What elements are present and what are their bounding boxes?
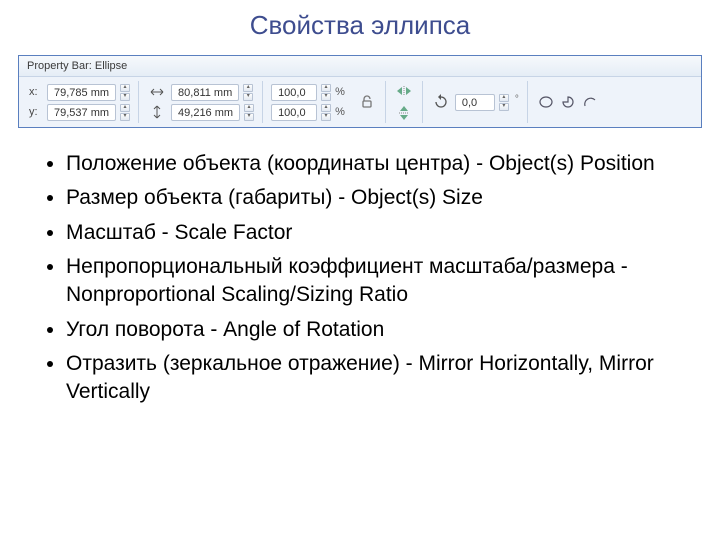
height-spinner[interactable]: ▴▾ <box>244 104 254 121</box>
separator <box>422 81 423 123</box>
scale-group: 100,0 ▴▾ % 100,0 ▴▾ % <box>265 79 351 125</box>
pie-icon[interactable] <box>558 92 578 112</box>
separator <box>385 81 386 123</box>
property-bar: Property Bar: Ellipse x: 79,785 mm ▴▾ y:… <box>18 55 702 128</box>
height-arrows-icon <box>147 102 167 122</box>
width-arrows-icon <box>147 82 167 102</box>
percent-label: % <box>335 86 345 98</box>
page-title: Свойства эллипса <box>0 10 720 41</box>
percent-label: % <box>335 106 345 118</box>
list-item: Угол поворота - Angle of Rotation <box>66 316 670 344</box>
position-group: x: 79,785 mm ▴▾ y: 79,537 mm ▴▾ <box>23 79 136 125</box>
property-bar-title: Property Bar: Ellipse <box>19 56 701 77</box>
list-item: Непропорциональный коэффициент масштаба/… <box>66 253 670 310</box>
lock-icon[interactable] <box>357 92 377 112</box>
scale-x-input[interactable]: 100,0 <box>271 84 317 101</box>
y-label: y: <box>29 106 43 118</box>
lock-group <box>351 79 383 125</box>
height-input[interactable]: 49,216 mm <box>171 104 240 121</box>
bullet-list: Положение объекта (координаты центра) - … <box>0 150 720 407</box>
scale-y-spinner[interactable]: ▴▾ <box>321 104 331 121</box>
x-spinner[interactable]: ▴▾ <box>120 84 130 101</box>
list-item: Масштаб - Scale Factor <box>66 219 670 247</box>
ellipse-tools-group <box>530 79 606 125</box>
scale-x-spinner[interactable]: ▴▾ <box>321 84 331 101</box>
arc-icon[interactable] <box>580 92 600 112</box>
scale-y-input[interactable]: 100,0 <box>271 104 317 121</box>
mirror-group <box>388 79 420 125</box>
size-group: 80,811 mm ▴▾ 49,216 mm ▴▾ <box>141 79 260 125</box>
mirror-vertical-icon[interactable] <box>394 103 414 123</box>
y-input[interactable]: 79,537 mm <box>47 104 116 121</box>
degree-label: ° <box>515 94 519 105</box>
list-item: Положение объекта (координаты центра) - … <box>66 150 670 178</box>
rotation-spinner[interactable]: ▴▾ <box>499 94 509 111</box>
x-label: x: <box>29 86 43 98</box>
rotate-icon[interactable] <box>431 92 451 112</box>
list-item: Размер объекта (габариты) - Object(s) Si… <box>66 184 670 212</box>
rotation-group: 0,0 ▴▾ ° <box>425 79 525 125</box>
x-input[interactable]: 79,785 mm <box>47 84 116 101</box>
width-input[interactable]: 80,811 mm <box>171 84 239 101</box>
y-spinner[interactable]: ▴▾ <box>120 104 130 121</box>
ellipse-icon[interactable] <box>536 92 556 112</box>
list-item: Отразить (зеркальное отражение) - Mirror… <box>66 350 670 407</box>
separator <box>262 81 263 123</box>
property-bar-row: x: 79,785 mm ▴▾ y: 79,537 mm ▴▾ 80,811 <box>19 77 701 127</box>
separator <box>527 81 528 123</box>
mirror-horizontal-icon[interactable] <box>394 81 414 101</box>
separator <box>138 81 139 123</box>
rotation-input[interactable]: 0,0 <box>455 94 495 111</box>
slide: Свойства эллипса Property Bar: Ellipse x… <box>0 0 720 540</box>
width-spinner[interactable]: ▴▾ <box>243 84 253 101</box>
